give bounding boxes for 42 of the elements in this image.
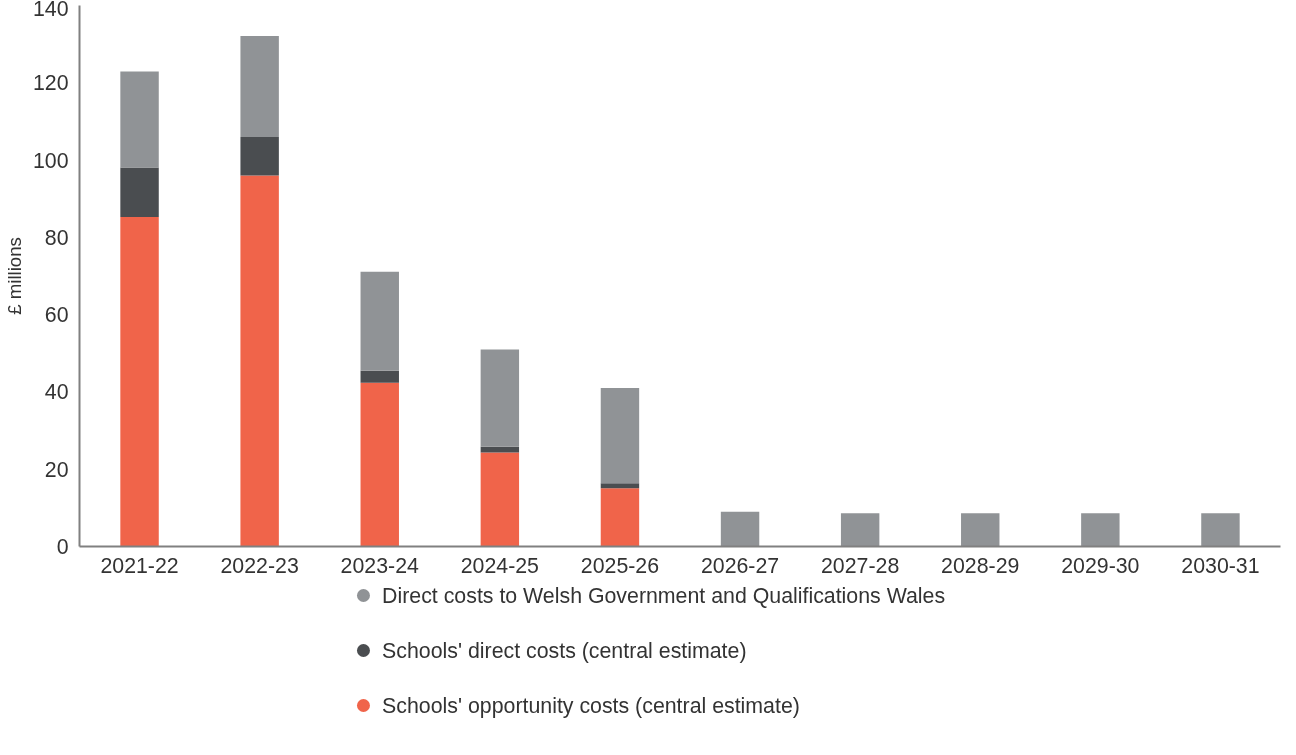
legend-label: Schools' opportunity costs (central estimate): [382, 693, 800, 718]
x-tick-label: 2028-29: [941, 553, 1020, 578]
x-tick-label: 2022-23: [220, 553, 299, 578]
y-tick-label: 60: [44, 303, 69, 328]
y-tick-label: 20: [44, 457, 69, 482]
legend-label: Direct costs to Welsh Government and Qualifications Wales: [382, 583, 946, 608]
legend-label: Schools' direct costs (central estimate): [382, 638, 747, 663]
bar: [480, 446, 520, 453]
x-tick-label: 2023-24: [340, 553, 420, 578]
x-tick-label: 2030-31: [1181, 553, 1260, 578]
bar: [360, 382, 399, 547]
bar: [360, 370, 399, 383]
y-tick-label: 100: [32, 148, 69, 173]
bar: [360, 271, 399, 371]
bar: [120, 216, 159, 547]
bar: [840, 513, 880, 547]
y-axis-title: £ millions: [3, 237, 25, 315]
bar: [600, 488, 640, 547]
y-tick-label: 120: [32, 71, 69, 96]
x-tick-label: 2021-22: [100, 553, 179, 578]
y-tick-label: 40: [44, 380, 69, 405]
y-tick-label: 140: [32, 0, 69, 21]
bar: [720, 511, 760, 547]
y-tick-label: 0: [56, 535, 69, 559]
bar: [240, 175, 279, 547]
bar: [240, 136, 279, 176]
bar: [480, 452, 520, 547]
x-tick-label: 2026-27: [700, 553, 780, 578]
bar: [120, 71, 159, 168]
bar: [480, 349, 520, 447]
bar: [961, 513, 1000, 547]
bar: [600, 483, 640, 489]
bar: [600, 388, 640, 484]
x-tick-label: 2025-26: [580, 553, 660, 578]
bar: [1201, 513, 1240, 547]
bar: [240, 36, 279, 137]
x-tick-label: 2024-25: [460, 553, 539, 578]
bar: [120, 167, 159, 217]
x-tick-label: 2029-30: [1061, 553, 1140, 578]
y-tick-label: 80: [44, 225, 69, 250]
bar: [1081, 513, 1120, 547]
x-tick-label: 2027-28: [821, 553, 900, 578]
